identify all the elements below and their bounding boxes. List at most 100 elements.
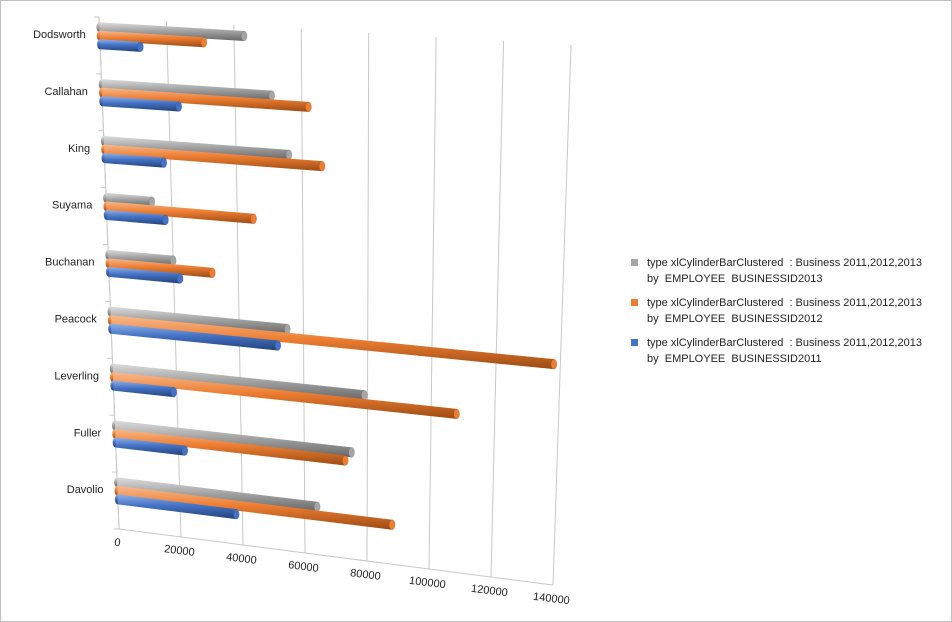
bar-davolio-series-0	[114, 494, 240, 520]
bar-callahan-series-0-body	[102, 96, 179, 112]
bar-dodsworth-series-1-end-cap	[200, 36, 208, 48]
bar-peacock-series-1	[107, 315, 558, 370]
tick-label-20000: 20000	[163, 543, 195, 559]
legend-swatch-2011	[631, 339, 638, 346]
bar-dodsworth-series-1-body	[99, 30, 204, 48]
tick-label-60000: 60000	[287, 559, 319, 575]
bar-leverling-series-0	[110, 380, 178, 398]
bars	[96, 22, 558, 531]
bar-dodsworth-series-0-body	[100, 39, 141, 52]
bar-fuller-series-1-end-cap	[341, 455, 349, 466]
legend-swatch-2013	[631, 259, 638, 266]
bar-leverling-series-0-end-cap	[170, 386, 178, 398]
bar-dodsworth-series-2-end-cap	[240, 30, 248, 42]
bar-davolio-series-1-body	[117, 485, 393, 530]
bar-davolio-series-1	[114, 485, 396, 531]
gridline-80000	[366, 32, 370, 562]
category-label-davolio: Davolio	[67, 484, 104, 496]
category-label-peacock: Peacock	[55, 314, 98, 326]
bar-dodsworth-series-0	[97, 39, 144, 53]
tick-label-0: 0	[114, 537, 122, 550]
tick-label-120000: 120000	[470, 583, 508, 599]
bar-peacock-series-1-body	[110, 315, 554, 370]
bar-leverling-series-2	[109, 363, 368, 401]
category-label-callahan: Callahan	[44, 86, 87, 98]
legend-label-2013-line2: by EMPLOYEE BUSINESSID2013	[647, 273, 823, 285]
bar-king-series-1	[101, 144, 326, 172]
bar-suyama-series-1-end-cap	[250, 213, 257, 225]
bar-fuller-series-0	[112, 437, 189, 456]
bar-peacock-series-1-end-cap	[550, 358, 558, 370]
gridline-140000	[552, 44, 572, 586]
category-label-dodsworth: Dodsworth	[33, 29, 86, 41]
bar-callahan-series-2-body	[101, 79, 272, 101]
bar-king-series-1-body	[104, 144, 323, 172]
bar-callahan-series-0-end-cap	[175, 101, 183, 112]
bar-buchanan-series-0-body	[108, 266, 181, 284]
bar-callahan-series-0	[99, 96, 183, 112]
bar-king-series-1-end-cap	[318, 160, 326, 172]
legend-item-2012: type xlCylinderBarClustered : Business 2…	[631, 295, 949, 327]
legend-label-2011-line1: type xlCylinderBarClustered : Business 2…	[647, 337, 922, 349]
bar-fuller-series-0-body	[115, 437, 185, 456]
bar-callahan-series-1-end-cap	[305, 101, 312, 113]
bar-peacock-series-0-body	[111, 323, 278, 351]
bar-fuller-series-1	[112, 428, 349, 466]
bar-peacock-series-2	[107, 306, 291, 335]
bar-fuller-series-2	[111, 420, 355, 458]
bar-buchanan-series-0	[105, 266, 184, 284]
category-labels: Dodsworth Callahan King Suyama Buchanan Peaco…	[33, 29, 103, 496]
bar-davolio-series-0-end-cap	[232, 508, 240, 520]
legend-item-2011: type xlCylinderBarClustered : Business 2…	[631, 335, 949, 367]
bar-suyama-series-1-body	[106, 201, 254, 224]
bar-dodsworth-series-0-end-cap	[137, 41, 144, 53]
bar-suyama-series-0	[103, 209, 169, 226]
bar-fuller-series-1-body	[115, 428, 346, 466]
category-label-buchanan: Buchanan	[45, 257, 95, 269]
value-axis-tick-labels: 0 20000 40000 60000 80000 100000 120000 140000	[114, 537, 571, 608]
tick-label-100000: 100000	[408, 575, 446, 591]
bar-peacock-series-2-body	[110, 306, 288, 335]
gridline-120000	[490, 40, 505, 578]
tick-label-40000: 40000	[225, 551, 257, 567]
bar-leverling-series-1-body	[113, 372, 457, 419]
bar-suyama-series-0-body	[106, 209, 166, 225]
bar-dodsworth-series-2	[96, 22, 248, 42]
category-label-fuller: Fuller	[74, 427, 102, 439]
legend-label-2011-line2: by EMPLOYEE BUSINESSID2011	[647, 353, 822, 365]
legend-swatch-2012	[631, 299, 638, 306]
bar-king-series-2-end-cap	[285, 149, 293, 161]
category-label-suyama: Suyama	[52, 200, 93, 212]
category-label-king: King	[68, 143, 90, 155]
legend: type xlCylinderBarClustered : Business 2…	[631, 255, 949, 375]
bar-davolio-series-2-body	[117, 477, 318, 512]
bar-buchanan-series-1-end-cap	[209, 267, 216, 279]
bar-king-series-0-body	[104, 153, 164, 168]
gridline-100000	[428, 36, 437, 570]
bar-buchanan-series-1	[105, 258, 216, 279]
bar-suyama-series-0-end-cap	[162, 214, 169, 226]
category-label-leverling: Leverling	[54, 370, 99, 382]
tick-label-80000: 80000	[349, 567, 381, 583]
bar-king-series-2-body	[103, 136, 289, 160]
bar-buchanan-series-2	[105, 249, 177, 266]
gridline-60000	[300, 28, 306, 554]
bar-peacock-series-0	[108, 323, 282, 351]
bar-suyama-series-1	[103, 201, 257, 225]
bar-dodsworth-series-1	[96, 30, 208, 48]
bar-fuller-series-2-end-cap	[348, 447, 355, 458]
bar-leverling-series-0-body	[113, 380, 174, 398]
bar-fuller-series-2-body	[114, 420, 352, 458]
bar-davolio-series-1-end-cap	[388, 519, 396, 531]
bar-davolio-series-0-body	[117, 494, 237, 520]
legend-item-2013: type xlCylinderBarClustered : Business 2…	[631, 255, 949, 287]
bar-fuller-series-0-end-cap	[181, 445, 189, 456]
bar-buchanan-series-1-body	[108, 258, 213, 278]
bar-leverling-series-1	[110, 372, 460, 420]
bar-davolio-series-2	[114, 477, 321, 513]
gridline-40000	[233, 24, 244, 546]
tick-label-140000: 140000	[532, 591, 570, 607]
value-axis-line	[118, 528, 554, 586]
